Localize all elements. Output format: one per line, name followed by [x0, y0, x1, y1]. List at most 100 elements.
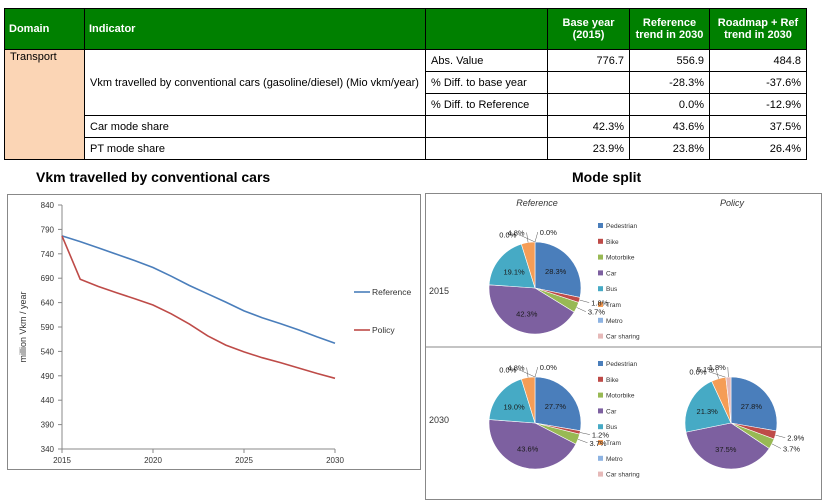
header-blank: [425, 8, 548, 50]
row-label: 2030: [429, 415, 449, 425]
legend-swatch: [598, 440, 603, 445]
header-reference-trend: Reference trend in 2030: [629, 8, 710, 50]
base-value-cell: [547, 93, 630, 116]
legend-swatch: [598, 270, 603, 276]
x-tick-label: 2030: [326, 456, 344, 465]
data-label: 5.1%: [697, 365, 714, 374]
roadmap-value-cell: 26.4%: [709, 137, 807, 160]
legend-label: Policy: [372, 325, 395, 335]
legend-label: Car sharing: [606, 334, 640, 341]
base-value-cell: 776.7: [547, 49, 630, 72]
legend-label: Car sharing: [606, 472, 640, 479]
pie-slice-bus: [488, 243, 536, 289]
pie-slice-car: [488, 419, 577, 470]
legend-label: Car: [606, 408, 617, 415]
pie-slice-bus: [684, 380, 732, 433]
leader-line: [526, 232, 529, 243]
leader-line: [708, 371, 726, 378]
roadmap-value-cell: 484.8: [709, 49, 807, 72]
indicator-cell: PT mode share: [84, 137, 426, 160]
legend-swatch: [598, 317, 603, 323]
legend-swatch: [598, 408, 603, 414]
leader-line: [579, 432, 590, 435]
sub-indicator-cell: % Diff. to base year: [425, 71, 548, 94]
data-label: 21.3%: [697, 407, 719, 416]
sub-indicator-cell: Abs. Value: [425, 49, 548, 72]
base-value-cell: 42.3%: [547, 115, 630, 138]
pie-slice-car: [488, 284, 575, 335]
y-tick-label: 590: [41, 323, 55, 332]
leader-line: [534, 366, 539, 378]
vkm-indicator-cell: Vkm travelled by conventional cars (gaso…: [84, 49, 426, 116]
leader-line: [526, 367, 529, 378]
legend-swatch: [598, 376, 603, 382]
leader-line: [727, 366, 729, 378]
y-tick-label: 840: [41, 201, 55, 210]
leader-line: [518, 234, 536, 243]
legend-label: Car: [606, 270, 617, 277]
table-row: % Diff. to base year -28.3% -37.6%: [5, 71, 807, 94]
domain-cell: Transport: [4, 49, 85, 160]
legend-swatch: [598, 455, 603, 461]
indicator-table: Domain Indicator Base year (2015) Refere…: [4, 8, 807, 160]
pie-slice-car: [685, 422, 770, 470]
legend-swatch: [598, 424, 603, 430]
data-label: 43.6%: [517, 445, 539, 454]
line-chart-title: Vkm travelled by conventional cars: [36, 169, 271, 185]
y-tick-label: 340: [41, 445, 55, 454]
leader-line: [518, 369, 536, 378]
leader-line: [771, 443, 782, 449]
table-row: % Diff. to Reference 0.0% -12.9%: [5, 93, 807, 116]
data-label: 2.9%: [787, 434, 804, 443]
indicator-cell: Car mode share: [84, 115, 426, 138]
y-tick-label: 690: [41, 274, 55, 283]
table-header-row: Domain Indicator Base year (2015) Refere…: [4, 8, 807, 50]
data-label: 0.0%: [540, 363, 557, 372]
ref-value-cell: -28.3%: [629, 71, 710, 94]
pie-chart: Reference Policy 2015 2030 Pedestrian Bike Mot…: [426, 198, 821, 479]
leader-line: [579, 299, 590, 303]
data-label: 4.8%: [507, 229, 524, 238]
legend-swatch: [598, 223, 603, 228]
pie-chart-title: Mode split: [572, 169, 642, 185]
data-label: 27.8%: [741, 402, 763, 411]
pie-chart-panel: Reference Policy 2015 2030 Pedestrian Bike Mot…: [425, 193, 822, 500]
series-line-policy: [61, 235, 336, 380]
legend-label: Bus: [606, 286, 618, 293]
legend-swatch: [598, 238, 603, 244]
y-tick-label: 740: [41, 250, 55, 259]
legend-label: Bike: [606, 377, 619, 384]
header-indicator: Indicator: [84, 8, 426, 50]
table-row: Car mode share 42.3% 43.6% 37.5%: [5, 115, 807, 138]
data-label: 28.3%: [545, 267, 567, 276]
legend-swatch: [598, 333, 603, 339]
table-row: Transport Vkm travelled by conventional …: [4, 49, 807, 160]
line-chart-panel: 340 390 440 490 540 590 640 690 740 790 840 2015 202…: [7, 194, 421, 470]
data-label: 1.8%: [709, 363, 726, 372]
base-value-cell: 23.9%: [547, 137, 630, 160]
pie-slice-pedestrian: [534, 241, 582, 298]
data-label: 0.0%: [499, 230, 516, 239]
leader-line: [577, 439, 588, 444]
legend-label: Reference: [372, 287, 411, 297]
data-label: 4.8%: [507, 364, 524, 373]
data-label: 3.7%: [590, 439, 607, 448]
sub-indicator-cell: [425, 137, 548, 160]
leader-line: [715, 368, 719, 379]
legend-label: Tram: [606, 302, 621, 309]
legend-swatch: [598, 286, 603, 292]
y-tick-label: 440: [41, 396, 55, 405]
ref-value-cell: 43.6%: [629, 115, 710, 138]
data-label: 0.0%: [540, 228, 557, 237]
line-chart: 340 390 440 490 540 590 640 690 740 790 840 2015 202…: [18, 201, 411, 465]
pie-slice-pedestrian: [730, 376, 778, 432]
y-tick-label: 390: [41, 421, 55, 430]
table-row: PT mode share 23.9% 23.8% 26.4%: [5, 137, 807, 160]
y-axis-label: million Vkm / year: [18, 291, 28, 362]
ref-value-cell: 23.8%: [629, 137, 710, 160]
y-tick-label: 540: [41, 347, 55, 356]
legend-label: Bus: [606, 424, 618, 431]
x-tick-label: 2025: [235, 456, 253, 465]
data-label: 1.8%: [591, 299, 608, 308]
data-label: 3.7%: [783, 445, 800, 454]
